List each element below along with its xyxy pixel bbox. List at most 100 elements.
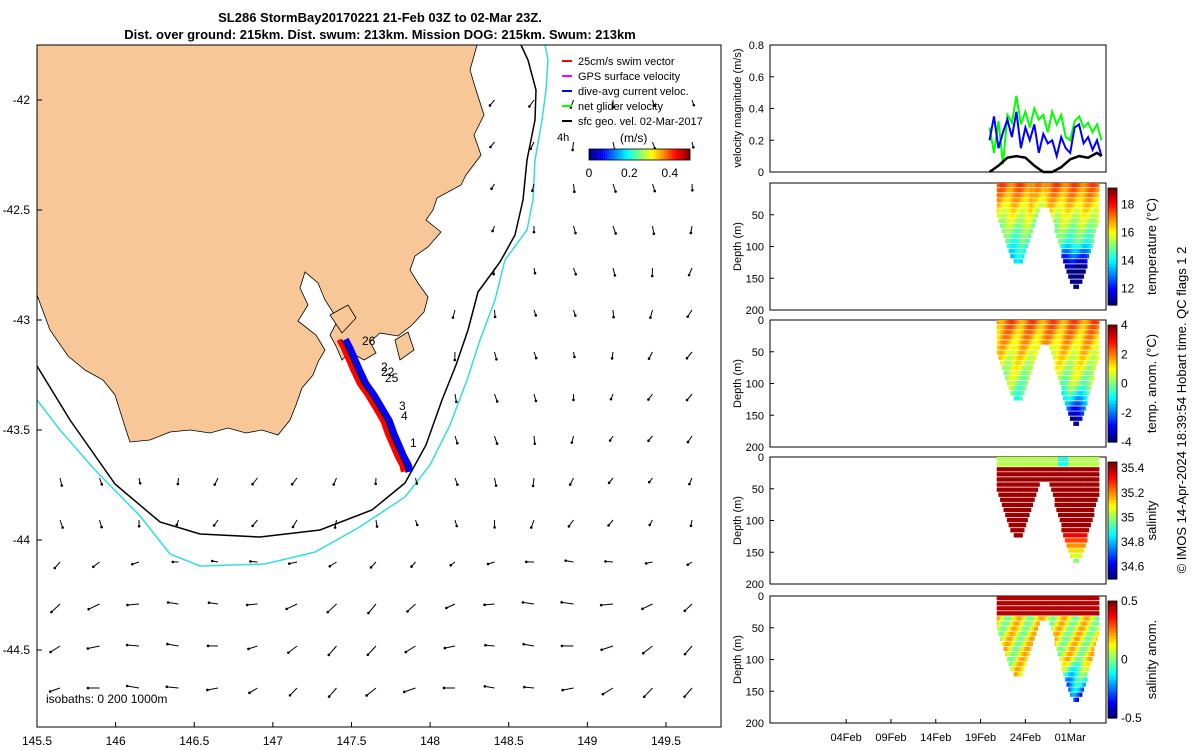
heatmap-cell — [1075, 355, 1078, 360]
sfc-velocity-arrow — [249, 687, 258, 694]
heatmap-cell — [1027, 360, 1030, 365]
heatmap-cell — [1093, 601, 1096, 606]
heatmap-cell — [1081, 213, 1085, 218]
heatmap-cell — [1081, 677, 1085, 682]
heatmap-cell — [1066, 502, 1069, 507]
heatmap-cell — [1056, 365, 1059, 370]
heatmap-cell — [1056, 596, 1059, 601]
heatmap-cell — [1041, 320, 1044, 325]
heatmap-cell — [1056, 350, 1059, 355]
heatmap-cell — [1006, 350, 1010, 355]
heatmap-cell — [1095, 482, 1098, 487]
sfc-velocity-arrow — [366, 687, 377, 696]
heatmap-cell — [1027, 462, 1030, 467]
heatmap-cell — [1063, 512, 1066, 518]
heatmap-cell — [1071, 264, 1074, 269]
heatmap-colorbar-frame — [1107, 187, 1118, 306]
heatmap-cell — [1063, 467, 1066, 472]
heatmap-cell — [1058, 355, 1061, 360]
heatmap-cell — [1066, 203, 1069, 208]
heatmap-cell — [1058, 218, 1061, 223]
heatmap-cell — [1085, 365, 1088, 370]
heatmap-cell — [1005, 345, 1008, 350]
heatmap-cell — [1081, 472, 1085, 477]
heatmap-cell — [1047, 325, 1051, 330]
heatmap-cell — [1006, 518, 1010, 523]
heatmap-cell — [1078, 487, 1081, 492]
heatmap-cell — [1086, 616, 1090, 621]
heatmap-cell — [1080, 611, 1083, 616]
heatmap-cell — [1017, 228, 1020, 233]
heatmap-cell — [1063, 626, 1066, 631]
heatmap-cell — [1085, 662, 1088, 667]
heatmap-cell — [1001, 467, 1005, 472]
heatmap-cell — [1071, 621, 1074, 626]
heatmap-cell — [1083, 626, 1086, 631]
heatmap-colorbar-tick-label: 35.2 — [1121, 486, 1145, 500]
sfc-velocity-arrow-head — [100, 525, 103, 529]
heatmap-cell — [1071, 651, 1074, 657]
heatmap-cell — [1080, 249, 1083, 254]
heatmap-cell — [1097, 198, 1100, 203]
heatmap-cell — [1056, 218, 1059, 223]
heatmap-cell — [1023, 370, 1027, 376]
sfc-velocity-arrow-head — [251, 524, 254, 528]
heatmap-cell — [1075, 370, 1078, 376]
heatmap-cell — [1018, 218, 1022, 223]
sfc-velocity-arrow-head — [125, 684, 129, 688]
heatmap-cell — [1076, 406, 1079, 411]
heatmap-cell — [1010, 641, 1013, 646]
heatmap-cell — [1076, 228, 1079, 233]
heatmap-cell — [1097, 482, 1100, 487]
heatmap-cell — [1063, 345, 1066, 350]
heatmap-cell — [1058, 213, 1061, 218]
heatmap-cell — [1058, 487, 1061, 492]
heatmap-cell — [1078, 365, 1081, 370]
heatmap-cell — [1010, 502, 1013, 507]
heatmap-cell — [1022, 611, 1025, 616]
heatmap-cell — [1018, 667, 1022, 672]
heatmap-cell — [1034, 487, 1037, 492]
heatmap-cell — [1081, 523, 1085, 528]
heatmap-cell — [1080, 457, 1083, 462]
heatmap-cell — [1085, 188, 1088, 193]
heatmap-cell — [1075, 626, 1078, 631]
heatmap-cell — [1056, 487, 1059, 492]
heatmap-cell — [1075, 386, 1078, 391]
heatmap-cell — [1068, 646, 1071, 652]
heatmap-cell — [1020, 601, 1023, 606]
colorbar-segment — [619, 149, 622, 160]
heatmap-cell — [1097, 626, 1100, 631]
heatmap-cell — [1064, 667, 1068, 672]
heatmap-cell — [1042, 616, 1045, 621]
heatmap-cell — [1086, 203, 1090, 208]
heatmap-cell — [1010, 340, 1013, 345]
heatmap-cell — [1059, 651, 1062, 657]
sfc-velocity-arrow-head — [574, 272, 578, 276]
colorbar-frame — [588, 148, 691, 161]
heatmap-cell — [1013, 188, 1016, 193]
heatmap-ylabel: Depth (m) — [732, 496, 744, 545]
heatmap-cell — [1013, 330, 1016, 335]
heatmap-cell — [1035, 208, 1039, 213]
sfc-velocity-arrow — [289, 687, 298, 696]
heatmap-cell — [1025, 467, 1028, 472]
heatmap-cell — [1013, 249, 1016, 254]
heatmap-cell — [1030, 502, 1033, 507]
heatmap-cell — [1085, 208, 1088, 213]
heatmap-cell — [1058, 370, 1061, 376]
heatmap-colorbar-segment — [1108, 494, 1117, 498]
heatmap-cell — [1023, 188, 1027, 193]
heatmap-cell — [1012, 641, 1015, 646]
sfc-velocity-arrow — [530, 519, 535, 528]
heatmap-cell — [1029, 188, 1032, 193]
heatmap-cell — [1000, 193, 1003, 198]
heatmap-cell — [1071, 396, 1074, 401]
heatmap-cell — [1001, 203, 1005, 208]
heatmap-cell — [1056, 320, 1059, 325]
heatmap-cell — [1069, 188, 1073, 193]
heatmap-cell — [1061, 472, 1064, 477]
heatmap-cell — [1012, 325, 1015, 330]
heatmap-cell — [1005, 636, 1008, 641]
heatmap-cell — [1073, 320, 1076, 325]
